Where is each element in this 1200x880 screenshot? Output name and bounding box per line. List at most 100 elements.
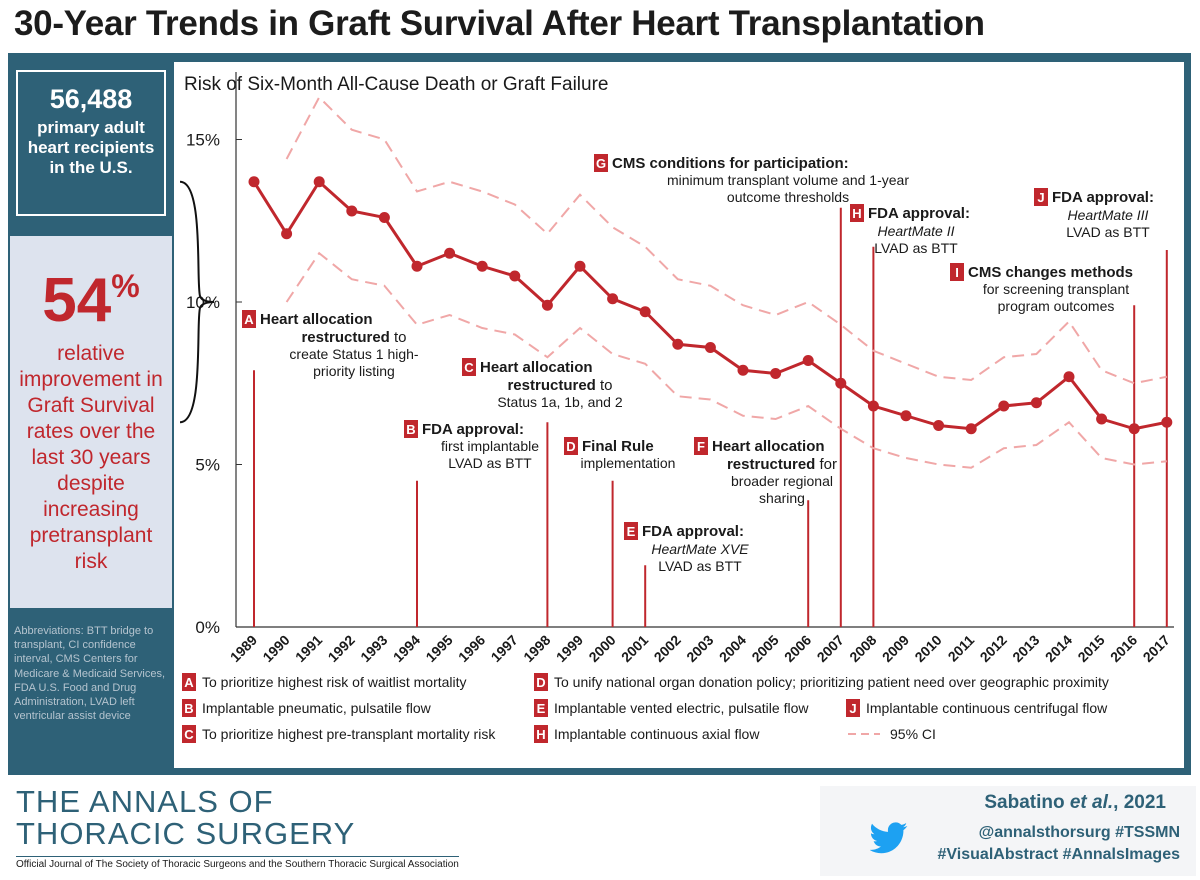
data-point xyxy=(1030,397,1042,409)
event-text-G-1: outcome thresholds xyxy=(727,189,849,205)
event-text-D-0: implementation xyxy=(581,455,676,471)
data-point xyxy=(248,176,260,188)
event-badge-letter-B: B xyxy=(406,422,415,437)
improvement-box: 54% relative improvement in Graft Surviv… xyxy=(10,236,172,608)
event-badge-B xyxy=(404,420,418,438)
improvement-value: 54% xyxy=(42,266,140,335)
data-point xyxy=(802,355,814,366)
twitter-bird-icon xyxy=(870,822,908,854)
data-point xyxy=(541,299,553,311)
data-point xyxy=(704,342,716,353)
event-badge-letter-J: J xyxy=(1037,190,1044,205)
event-badge-F xyxy=(694,437,708,455)
series-line-ci_upper xyxy=(285,95,1167,385)
x-tick-label: 1999 xyxy=(553,632,586,665)
data-point xyxy=(1063,371,1075,383)
legend-badge-H xyxy=(534,725,548,743)
improvement-text: relative improvement in Graft Survival r… xyxy=(19,342,163,573)
x-tick-label: 2016 xyxy=(1107,632,1140,665)
event-badge-D xyxy=(564,437,578,455)
legend-badge-letter-C: C xyxy=(184,727,194,742)
x-tick-label: 1996 xyxy=(455,632,488,665)
y-tick-label: 10% xyxy=(186,293,220,312)
x-tick-label: 2017 xyxy=(1140,632,1173,665)
y-tick-label: 5% xyxy=(195,456,220,475)
event-badge-letter-I: I xyxy=(955,265,959,280)
event-badge-C xyxy=(462,358,476,376)
data-point xyxy=(1128,423,1140,435)
x-tick-label: 2012 xyxy=(977,632,1010,665)
data-point xyxy=(639,306,651,318)
data-point xyxy=(998,400,1010,412)
data-point xyxy=(574,260,586,272)
event-badge-G xyxy=(594,154,608,172)
data-point xyxy=(770,368,782,379)
legend-text: Implantable pneumatic, pulsatile flow xyxy=(202,700,432,716)
x-tick-label: 2010 xyxy=(911,632,944,665)
journal-name-line1: THE ANNALS OF xyxy=(16,784,274,819)
event-device-E: HeartMate XVE xyxy=(651,541,749,557)
citation-box: Sabatino et al., 2021 @annalsthorsurg #T… xyxy=(820,786,1196,876)
x-tick-label: 1990 xyxy=(259,632,292,665)
event-badge-H xyxy=(850,204,864,222)
data-point xyxy=(444,247,456,259)
event-text-C-0: Status 1a, 1b, and 2 xyxy=(497,394,623,410)
legend-badge-letter-J: J xyxy=(849,701,856,716)
event-badge-letter-D: D xyxy=(566,439,575,454)
recipient-count-box: 56,488 primary adult heart recipients in… xyxy=(16,70,166,216)
legend-badge-letter-H: H xyxy=(536,727,545,742)
event-badge-letter-C: C xyxy=(464,360,474,375)
x-tick-label: 2014 xyxy=(1042,632,1075,665)
recipient-count-text: primary adult heart recipients in the U.… xyxy=(27,118,155,177)
event-title-G: CMS conditions for participation: xyxy=(612,155,849,172)
x-tick-label: 1994 xyxy=(390,632,423,665)
data-point xyxy=(1096,413,1108,425)
event-text-A-1: priority listing xyxy=(313,363,395,379)
x-tick-label: 2009 xyxy=(879,632,912,665)
x-tick-label: 2011 xyxy=(945,632,978,665)
y-tick-label: 15% xyxy=(186,131,220,150)
legend-badge-D xyxy=(534,673,548,691)
data-point xyxy=(346,205,358,217)
event-text-G-0: minimum transplant volume and 1-year xyxy=(667,172,909,188)
event-badge-letter-A: A xyxy=(244,312,254,327)
legend-badge-C xyxy=(182,725,196,743)
x-tick-label: 1993 xyxy=(357,632,390,665)
journal-name-line2: THORACIC SURGERY xyxy=(16,816,356,851)
x-tick-label: 2001 xyxy=(618,632,651,665)
legend-badge-letter-B: B xyxy=(184,701,193,716)
x-tick-label: 1997 xyxy=(488,632,521,665)
event-title-E: FDA approval: xyxy=(642,523,744,540)
journal-logo: THE ANNALS OF THORACIC SURGERY Official … xyxy=(16,786,459,870)
x-tick-label: 1989 xyxy=(227,632,260,665)
legend-text: Implantable vented electric, pulsatile f… xyxy=(554,700,809,716)
graft-survival-chart: Risk of Six-Month All-Cause Death or Gra… xyxy=(179,72,1174,743)
hashtag-line-1: @annalsthorsurg #TSSMN xyxy=(978,824,1180,841)
event-badge-letter-E: E xyxy=(627,524,636,539)
event-badge-letter-H: H xyxy=(852,206,861,221)
event-badge-A xyxy=(242,310,256,328)
legend-badge-A xyxy=(182,673,196,691)
x-tick-label: 2004 xyxy=(716,632,749,665)
data-point xyxy=(607,293,619,305)
hashtag-line-2: #VisualAbstract #AnnalsImages xyxy=(937,846,1180,863)
event-title2-C: restructured to xyxy=(507,377,612,394)
data-point xyxy=(313,176,325,188)
author-citation: Sabatino et al., 2021 xyxy=(984,792,1166,813)
event-badge-I xyxy=(950,263,964,281)
data-point xyxy=(411,260,423,272)
legend-text: To prioritize highest risk of waitlist m… xyxy=(202,674,467,690)
event-badge-letter-G: G xyxy=(596,156,606,171)
legend-badge-B xyxy=(182,699,196,717)
event-text-F-0: broader regional xyxy=(731,473,833,489)
legend-badge-E xyxy=(534,699,548,717)
data-point xyxy=(1161,416,1173,428)
y-tick-label: 0% xyxy=(195,618,220,637)
data-point xyxy=(835,377,847,389)
legend-text: 95% CI xyxy=(890,726,936,742)
event-text-A-0: create Status 1 high- xyxy=(289,346,419,362)
event-text-H-0: LVAD as BTT xyxy=(874,240,958,256)
event-title-D: Final Rule xyxy=(582,438,654,455)
event-badge-J xyxy=(1034,188,1048,206)
event-title-C: Heart allocation xyxy=(480,359,593,376)
